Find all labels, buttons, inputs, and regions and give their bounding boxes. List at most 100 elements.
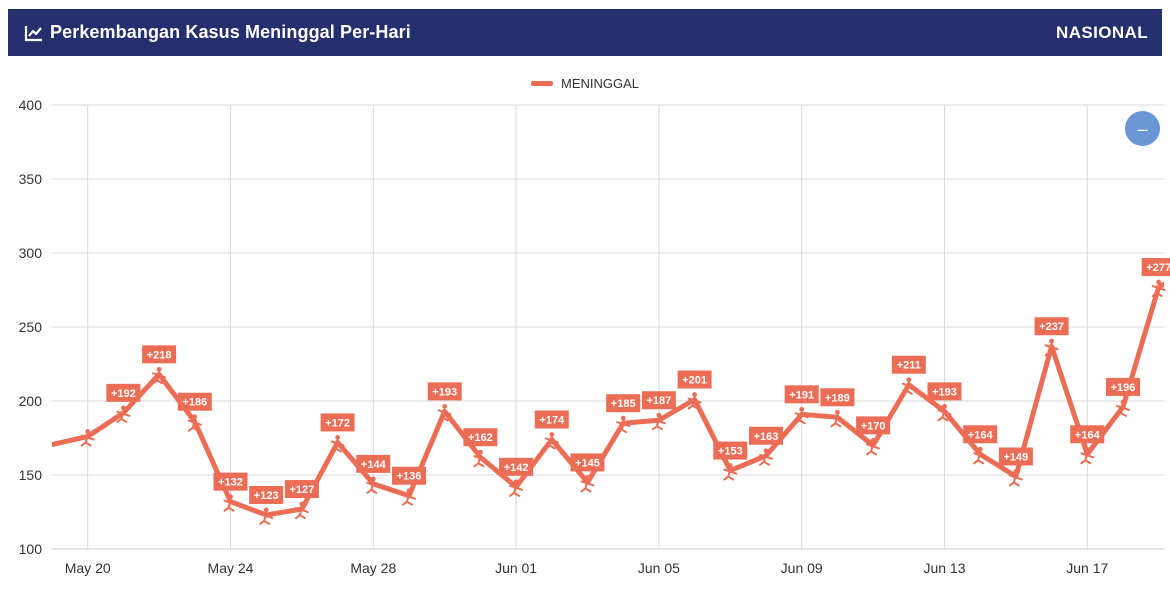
data-label: +149 [998,447,1033,466]
data-point-marker[interactable] [544,432,559,450]
data-label: +201 [677,370,712,389]
marker-body [1008,473,1023,487]
data-label: +192 [106,383,141,402]
data-point-marker[interactable] [152,366,167,385]
chart-title: Perkembangan Kasus Meninggal Per-Hari [50,22,411,42]
marker-body [973,451,988,465]
marker-head [620,415,626,421]
marker-body [437,408,452,422]
data-label-box [356,454,391,473]
data-point-marker[interactable] [723,463,738,481]
marker-head [1120,399,1126,405]
data-label-text: +174 [539,414,565,426]
data-label-box [820,388,855,407]
data-label-box [427,382,462,401]
data-point-marker[interactable] [294,501,309,520]
data-point-marker[interactable] [259,507,274,525]
data-label-text: +187 [647,395,672,407]
x-tick-label: Jun 09 [781,560,823,576]
data-label: +132 [213,472,248,491]
data-point-marker[interactable] [437,403,452,422]
data-label-box [606,394,641,413]
data-label-box [641,391,676,410]
data-point-marker[interactable] [687,392,702,410]
zoom-out-button[interactable]: – [1125,111,1160,146]
marker-head [442,403,448,409]
data-point-marker[interactable] [402,488,416,506]
data-point-marker[interactable] [366,476,381,494]
marker-head [406,488,412,494]
data-point-marker[interactable] [866,438,881,456]
y-tick-label: 400 [19,97,43,113]
marker-body [794,411,809,425]
data-label: +127 [284,480,319,499]
data-label: +162 [463,428,498,447]
y-tick-label: 200 [19,393,43,409]
data-label-text: +132 [218,477,243,489]
marker-head [478,449,483,455]
data-label: +189 [820,388,855,407]
data-point-marker[interactable] [794,406,809,425]
data-point-marker[interactable] [973,446,988,465]
data-point-marker[interactable] [651,412,666,431]
data-point-marker[interactable] [1151,279,1166,298]
marker-body [80,433,95,447]
marker-head [549,432,555,437]
data-point-marker[interactable] [580,475,595,493]
data-label-text: +163 [754,431,779,443]
marker-head [1013,469,1019,474]
data-label-text: +170 [861,420,886,432]
data-label-box [320,413,355,432]
data-label-box [998,447,1033,466]
data-point-marker[interactable] [616,415,631,434]
data-point-marker[interactable] [187,414,202,432]
data-point-marker[interactable] [473,449,488,468]
marker-body [223,498,238,512]
data-point-marker[interactable] [937,403,952,422]
marker-body [544,436,559,450]
y-tick-label: 300 [19,245,43,261]
region-label: NASIONAL [1056,22,1148,42]
data-label-text: +123 [254,490,279,502]
data-point-marker[interactable] [1080,446,1095,465]
marker-head [906,377,912,383]
marker-body [1044,343,1059,357]
marker-body [1080,451,1095,465]
data-point-marker[interactable] [901,377,916,395]
data-point-marker[interactable] [830,409,845,428]
data-point-marker[interactable] [116,405,131,423]
marker-body [830,414,845,428]
data-point-marker[interactable] [80,429,95,447]
minus-icon: – [1137,118,1148,139]
marker-body [294,506,309,520]
data-point-marker[interactable] [1116,399,1130,417]
data-label: +153 [713,441,748,460]
data-point-marker[interactable] [1044,338,1059,357]
marker-head [299,501,305,507]
x-tick-label: Jun 17 [1066,560,1108,576]
data-label-text: +218 [147,349,172,361]
data-label: +144 [356,454,391,473]
data-point-marker[interactable] [509,479,524,497]
marker-head [1049,338,1054,344]
marker-head [513,479,519,485]
data-label: +187 [641,391,676,410]
marker-body [116,409,131,423]
marker-body [687,396,702,410]
x-tick-label: Jun 05 [638,560,680,576]
data-point-marker[interactable] [1008,469,1023,487]
marker-body [1116,403,1130,417]
x-tick-label: May 28 [350,560,396,576]
data-label-text: +277 [1146,262,1170,274]
data-label-box [106,383,141,402]
data-point-marker[interactable] [330,435,345,453]
data-point-marker[interactable] [223,494,238,512]
data-label: +193 [927,382,962,401]
data-label-box [1070,425,1105,444]
marker-head [692,392,697,397]
data-point-marker[interactable] [759,448,773,466]
chart-legend[interactable]: MENINGGAL [0,76,1170,91]
data-label: +164 [1070,425,1105,444]
y-tick-label: 250 [19,319,43,335]
marker-head [192,414,198,420]
